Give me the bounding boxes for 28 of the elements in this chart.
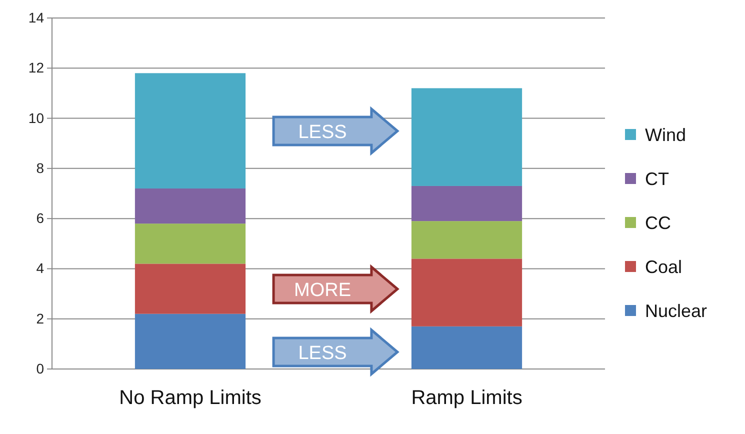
legend-label: Wind — [645, 125, 686, 145]
bar — [134, 314, 246, 369]
bar — [134, 188, 246, 224]
bar — [134, 73, 246, 188]
x-tick-label: Ramp Limits — [411, 387, 522, 409]
y-tick-label: 14 — [28, 9, 44, 26]
y-tick-label: 0 — [36, 360, 44, 376]
bar — [411, 88, 522, 186]
legend-label: CC — [645, 213, 671, 233]
y-tick-label: 6 — [36, 210, 44, 226]
bar — [411, 186, 522, 222]
y-tick-label: 12 — [28, 60, 44, 76]
legend-label: Nuclear — [645, 301, 708, 321]
y-tick-label: 2 — [36, 310, 44, 326]
x-tick-label: No Ramp Limits — [119, 387, 262, 409]
annotation: LESS — [298, 343, 347, 364]
annotation: MORE — [294, 280, 351, 301]
bar — [134, 224, 246, 264]
y-tick-label: 4 — [36, 260, 44, 276]
y-tick-label: 10 — [28, 110, 44, 126]
bar — [134, 264, 246, 314]
legend-label: Coal — [645, 257, 682, 277]
bar — [411, 258, 522, 326]
legend-label: CT — [645, 169, 669, 189]
bar — [411, 326, 522, 369]
y-tick-label: 8 — [36, 160, 44, 176]
annotation: LESS — [298, 122, 347, 143]
bar — [411, 221, 522, 259]
